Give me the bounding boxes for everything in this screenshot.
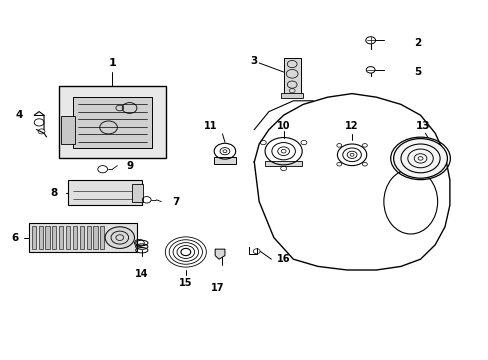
Circle shape bbox=[393, 139, 447, 178]
Bar bbox=[80, 226, 83, 249]
Circle shape bbox=[105, 227, 134, 248]
Text: 16: 16 bbox=[276, 254, 290, 264]
Text: 15: 15 bbox=[179, 278, 192, 288]
Bar bbox=[264, 161, 302, 166]
Bar bbox=[61, 116, 75, 144]
Text: 3: 3 bbox=[250, 56, 257, 66]
Text: 9: 9 bbox=[126, 161, 133, 171]
Text: 5: 5 bbox=[414, 67, 421, 77]
Text: 7: 7 bbox=[172, 197, 180, 207]
Bar bbox=[283, 58, 300, 94]
Bar bbox=[68, 180, 142, 205]
Text: 13: 13 bbox=[415, 121, 429, 131]
Bar bbox=[29, 223, 137, 252]
Polygon shape bbox=[215, 249, 224, 259]
Bar bbox=[214, 157, 235, 164]
Bar bbox=[52, 226, 56, 249]
Bar bbox=[93, 226, 97, 249]
Text: 17: 17 bbox=[210, 283, 224, 293]
Bar bbox=[132, 184, 142, 202]
Bar bbox=[66, 226, 70, 249]
Bar bbox=[32, 226, 36, 249]
Text: 12: 12 bbox=[345, 121, 358, 131]
Bar bbox=[59, 86, 166, 158]
Bar bbox=[73, 97, 151, 148]
Text: 11: 11 bbox=[203, 121, 217, 131]
Text: 4: 4 bbox=[16, 110, 23, 120]
Bar bbox=[39, 226, 42, 249]
Bar bbox=[45, 226, 49, 249]
Bar bbox=[100, 226, 104, 249]
Text: 10: 10 bbox=[276, 121, 290, 131]
Bar bbox=[59, 226, 63, 249]
Text: 2: 2 bbox=[414, 38, 421, 48]
Text: 6: 6 bbox=[11, 233, 18, 243]
Bar bbox=[281, 93, 303, 98]
Bar bbox=[73, 226, 77, 249]
Bar bbox=[86, 226, 90, 249]
Text: 8: 8 bbox=[50, 188, 57, 198]
Text: 1: 1 bbox=[108, 58, 116, 68]
Text: 14: 14 bbox=[135, 269, 148, 279]
